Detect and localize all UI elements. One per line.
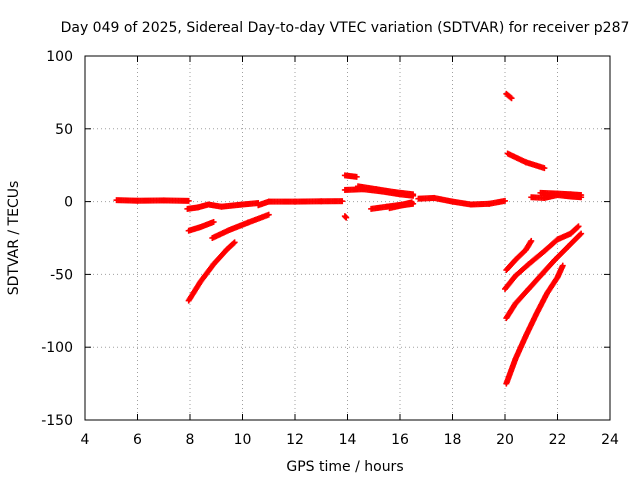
y-axis-label: SDTVAR / TECUs [6, 181, 22, 296]
series-arc-4 [185, 218, 217, 234]
series-arc-8 [341, 213, 350, 221]
grid-lines [85, 56, 610, 420]
series-arc-5 [209, 211, 272, 241]
series-arc-14 [503, 90, 515, 102]
series-arc-17 [537, 189, 585, 199]
x-tick-label: 18 [444, 432, 462, 448]
y-tick-label: -50 [50, 267, 73, 283]
series-arc-18 [503, 237, 535, 274]
series-arc-19 [502, 223, 582, 292]
series-arc-12 [386, 200, 417, 212]
x-tick-label: 16 [391, 432, 409, 448]
series-arc-6 [185, 239, 238, 304]
series-arc-3 [255, 198, 346, 209]
series-arc-13 [415, 194, 508, 208]
series-arc-15 [504, 150, 548, 172]
x-tick-label: 8 [186, 432, 195, 448]
x-tick-label: 14 [339, 432, 357, 448]
x-tick-label: 10 [234, 432, 252, 448]
data-points [113, 90, 585, 387]
series-arc-10 [355, 183, 417, 198]
x-tick-label: 4 [81, 432, 90, 448]
chart-title: Day 049 of 2025, Sidereal Day-to-day VTE… [61, 20, 630, 36]
series-arc-20 [503, 230, 585, 322]
y-tick-label: -150 [41, 413, 73, 429]
y-tick-label: 0 [64, 195, 73, 211]
y-tick-label: -100 [41, 340, 73, 356]
axis-ticks: 4 6 8 10 12 14 16 18 20 22 24 -150 -100 -50 0 50 100 [41, 49, 619, 448]
series-arc-21 [503, 262, 566, 387]
x-tick-label: 12 [286, 432, 304, 448]
x-tick-label: 22 [549, 432, 567, 448]
series-arc-7 [341, 172, 360, 180]
x-tick-label: 6 [133, 432, 142, 448]
y-tick-label: 100 [46, 49, 73, 65]
x-axis-label: GPS time / hours [286, 459, 403, 475]
y-tick-label: 50 [55, 122, 73, 138]
x-tick-label: 20 [496, 432, 514, 448]
series-arc-1 [113, 197, 192, 204]
x-tick-label: 24 [601, 432, 619, 448]
